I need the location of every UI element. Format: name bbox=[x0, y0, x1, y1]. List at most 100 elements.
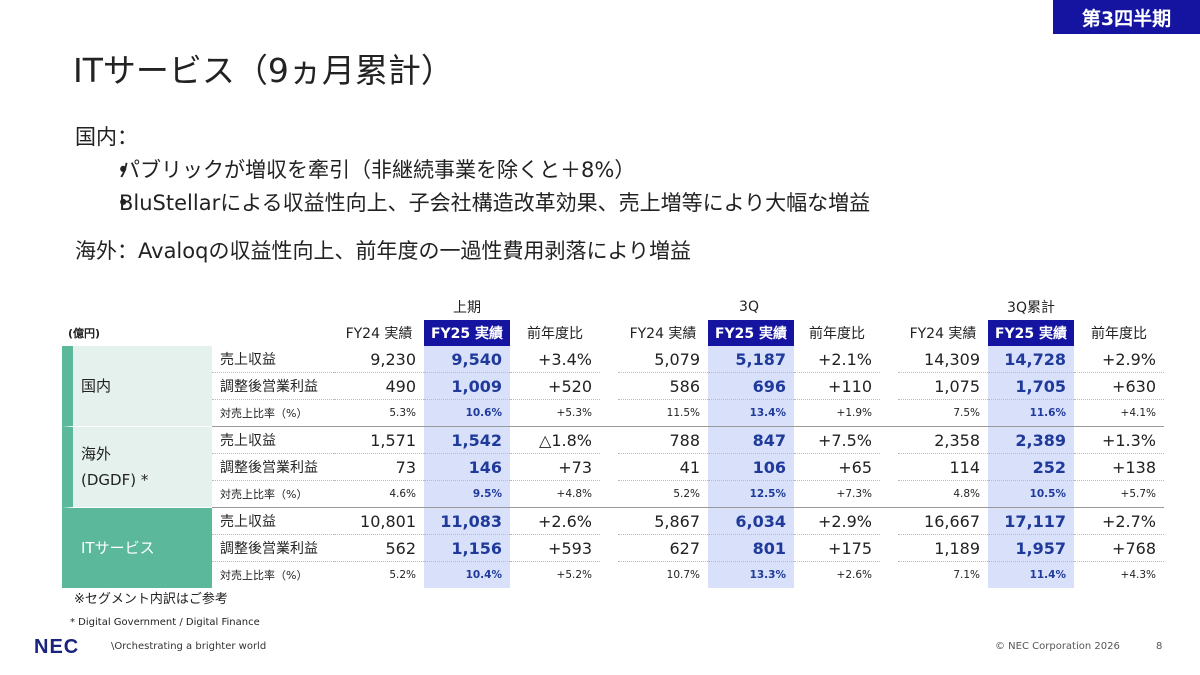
metric-label: 売上収益 bbox=[212, 346, 334, 373]
bullet-item: パブリックが増収を牽引（非継続事業を除くと＋8%） bbox=[117, 154, 636, 187]
value-cell: 11.6% bbox=[988, 400, 1074, 426]
value-cell: 2,358 bbox=[898, 426, 988, 454]
value-cell: +2.7% bbox=[1074, 507, 1164, 535]
value-cell: 41 bbox=[618, 454, 708, 481]
metric-label: 調整後営業利益 bbox=[212, 373, 334, 400]
value-cell: 10.4% bbox=[424, 562, 510, 588]
value-cell: +73 bbox=[510, 454, 600, 481]
value-cell: 2,389 bbox=[988, 426, 1074, 454]
value-cell: 5.2% bbox=[673, 488, 700, 500]
table-row: 対売上比率（%） 5.2% 10.4% +5.2% 10.7% 13.3% +2.6% 7.1… bbox=[62, 562, 1164, 588]
value-cell: 146 bbox=[424, 454, 510, 481]
value-cell: 9,230 bbox=[334, 346, 424, 373]
value-cell: 9.5% bbox=[424, 481, 510, 507]
summary-text: 国内： パブリックが増収を牽引（非継続事業を除くと＋8%） BluStellar… bbox=[75, 120, 870, 268]
overseas-summary: 海外：Avaloqの収益性向上、前年度の一過性費用剥落により増益 bbox=[75, 239, 692, 263]
group-header: 上期 bbox=[453, 300, 481, 316]
value-cell: 7.1% bbox=[953, 569, 980, 581]
value-cell: 490 bbox=[334, 373, 424, 400]
value-cell: +768 bbox=[1074, 535, 1164, 562]
value-cell: 14,728 bbox=[988, 346, 1074, 373]
value-cell: 9,540 bbox=[424, 346, 510, 373]
column-header: FY25 実績 bbox=[708, 320, 794, 346]
value-cell: 13.3% bbox=[708, 562, 794, 588]
value-cell: 1,957 bbox=[988, 535, 1074, 562]
value-cell: 4.6% bbox=[389, 488, 416, 500]
value-cell: 5.2% bbox=[389, 569, 416, 581]
value-cell: +4.1% bbox=[1120, 407, 1156, 419]
value-cell: +1.3% bbox=[1074, 426, 1164, 454]
bullet-item: BluStellarによる収益性向上、子会社構造改革効果、売上増等により大幅な増… bbox=[117, 187, 871, 220]
value-cell: 788 bbox=[618, 426, 708, 454]
value-cell: +5.2% bbox=[556, 569, 592, 581]
value-cell: +630 bbox=[1074, 373, 1164, 400]
table-row: 調整後営業利益 562 1,156 +593 627 801 +175 1,189 1,957 +… bbox=[62, 535, 1164, 562]
value-cell: +110 bbox=[794, 373, 880, 400]
copyright: © NEC Corporation 2026 bbox=[995, 641, 1120, 652]
unit-label: (億円) bbox=[68, 327, 101, 340]
table-row: 対売上比率（%） 5.3% 10.6% +5.3% 11.5% 13.4% +1.9% 7.5… bbox=[62, 400, 1164, 426]
value-cell: 696 bbox=[708, 373, 794, 400]
value-cell: 7.5% bbox=[953, 407, 980, 419]
column-header: FY24 実績 bbox=[345, 326, 413, 342]
value-cell: +3.4% bbox=[510, 346, 600, 373]
metric-label: 売上収益 bbox=[212, 507, 334, 535]
value-cell: 10,801 bbox=[334, 507, 424, 535]
table-row: 対売上比率（%） 4.6% 9.5% +4.8% 5.2% 12.5% +7.3% 4.8% 1… bbox=[62, 481, 1164, 507]
column-header: FY24 実績 bbox=[909, 326, 977, 342]
group-header: 3Q累計 bbox=[1007, 300, 1055, 316]
value-cell: +2.9% bbox=[794, 507, 880, 535]
group-header: 3Q bbox=[739, 299, 759, 315]
value-cell: 1,156 bbox=[424, 535, 510, 562]
value-cell: △1.8% bbox=[510, 426, 600, 454]
segment-label: ITサービス bbox=[62, 507, 212, 588]
value-cell: +4.8% bbox=[556, 488, 592, 500]
page-title: ITサービス（9ヵ月累計） bbox=[73, 51, 454, 90]
value-cell: +7.3% bbox=[836, 488, 872, 500]
metric-label: 売上収益 bbox=[212, 426, 334, 454]
value-cell: 114 bbox=[898, 454, 988, 481]
value-cell: 17,117 bbox=[988, 507, 1074, 535]
value-cell: 4.8% bbox=[953, 488, 980, 500]
value-cell: 11.4% bbox=[988, 562, 1074, 588]
value-cell: 1,571 bbox=[334, 426, 424, 454]
table-row: ITサービス 売上収益 10,801 11,083 +2.6% 5,867 6,034 +2.… bbox=[62, 507, 1164, 588]
metric-label: 対売上比率（%） bbox=[220, 488, 308, 501]
value-cell: 11.5% bbox=[666, 407, 700, 419]
value-cell: 10.6% bbox=[424, 400, 510, 426]
column-header: 前年度比 bbox=[809, 326, 865, 342]
value-cell: 1,705 bbox=[988, 373, 1074, 400]
value-cell: +175 bbox=[794, 535, 880, 562]
quarter-badge: 第3四半期 bbox=[1053, 0, 1200, 34]
metric-label: 対売上比率（%） bbox=[220, 569, 308, 582]
value-cell: 16,667 bbox=[898, 507, 988, 535]
value-cell: 1,189 bbox=[898, 535, 988, 562]
value-cell: +5.7% bbox=[1120, 488, 1156, 500]
value-cell: 73 bbox=[334, 454, 424, 481]
column-header: 前年度比 bbox=[1091, 326, 1147, 342]
value-cell: 562 bbox=[334, 535, 424, 562]
value-cell: 847 bbox=[708, 426, 794, 454]
metric-label: 調整後営業利益 bbox=[212, 454, 334, 481]
value-cell: 10.7% bbox=[666, 569, 700, 581]
value-cell: 14,309 bbox=[898, 346, 988, 373]
column-header: FY25 実績 bbox=[424, 320, 510, 346]
value-cell: +4.3% bbox=[1120, 569, 1156, 581]
value-cell: 5,079 bbox=[618, 346, 708, 373]
value-cell: 586 bbox=[618, 373, 708, 400]
value-cell: +2.1% bbox=[794, 346, 880, 373]
value-cell: 252 bbox=[988, 454, 1074, 481]
segment-label: 国内 bbox=[62, 346, 212, 426]
value-cell: 10.5% bbox=[988, 481, 1074, 507]
value-cell: 1,542 bbox=[424, 426, 510, 454]
metric-label: 対売上比率（%） bbox=[220, 407, 308, 420]
value-cell: 6,034 bbox=[708, 507, 794, 535]
table-row: 海外 (DGDF) * 売上収益 1,571 1,542 △1.8% 788 847 +7.5%… bbox=[62, 426, 1164, 507]
value-cell: 12.5% bbox=[708, 481, 794, 507]
table-row: 調整後営業利益 73 146 +73 41 106 +65 114 252 +138 bbox=[62, 454, 1164, 481]
value-cell: 106 bbox=[708, 454, 794, 481]
value-cell: 627 bbox=[618, 535, 708, 562]
value-cell: 5,867 bbox=[618, 507, 708, 535]
nec-logo: NEC bbox=[34, 636, 80, 658]
value-cell: 13.4% bbox=[708, 400, 794, 426]
